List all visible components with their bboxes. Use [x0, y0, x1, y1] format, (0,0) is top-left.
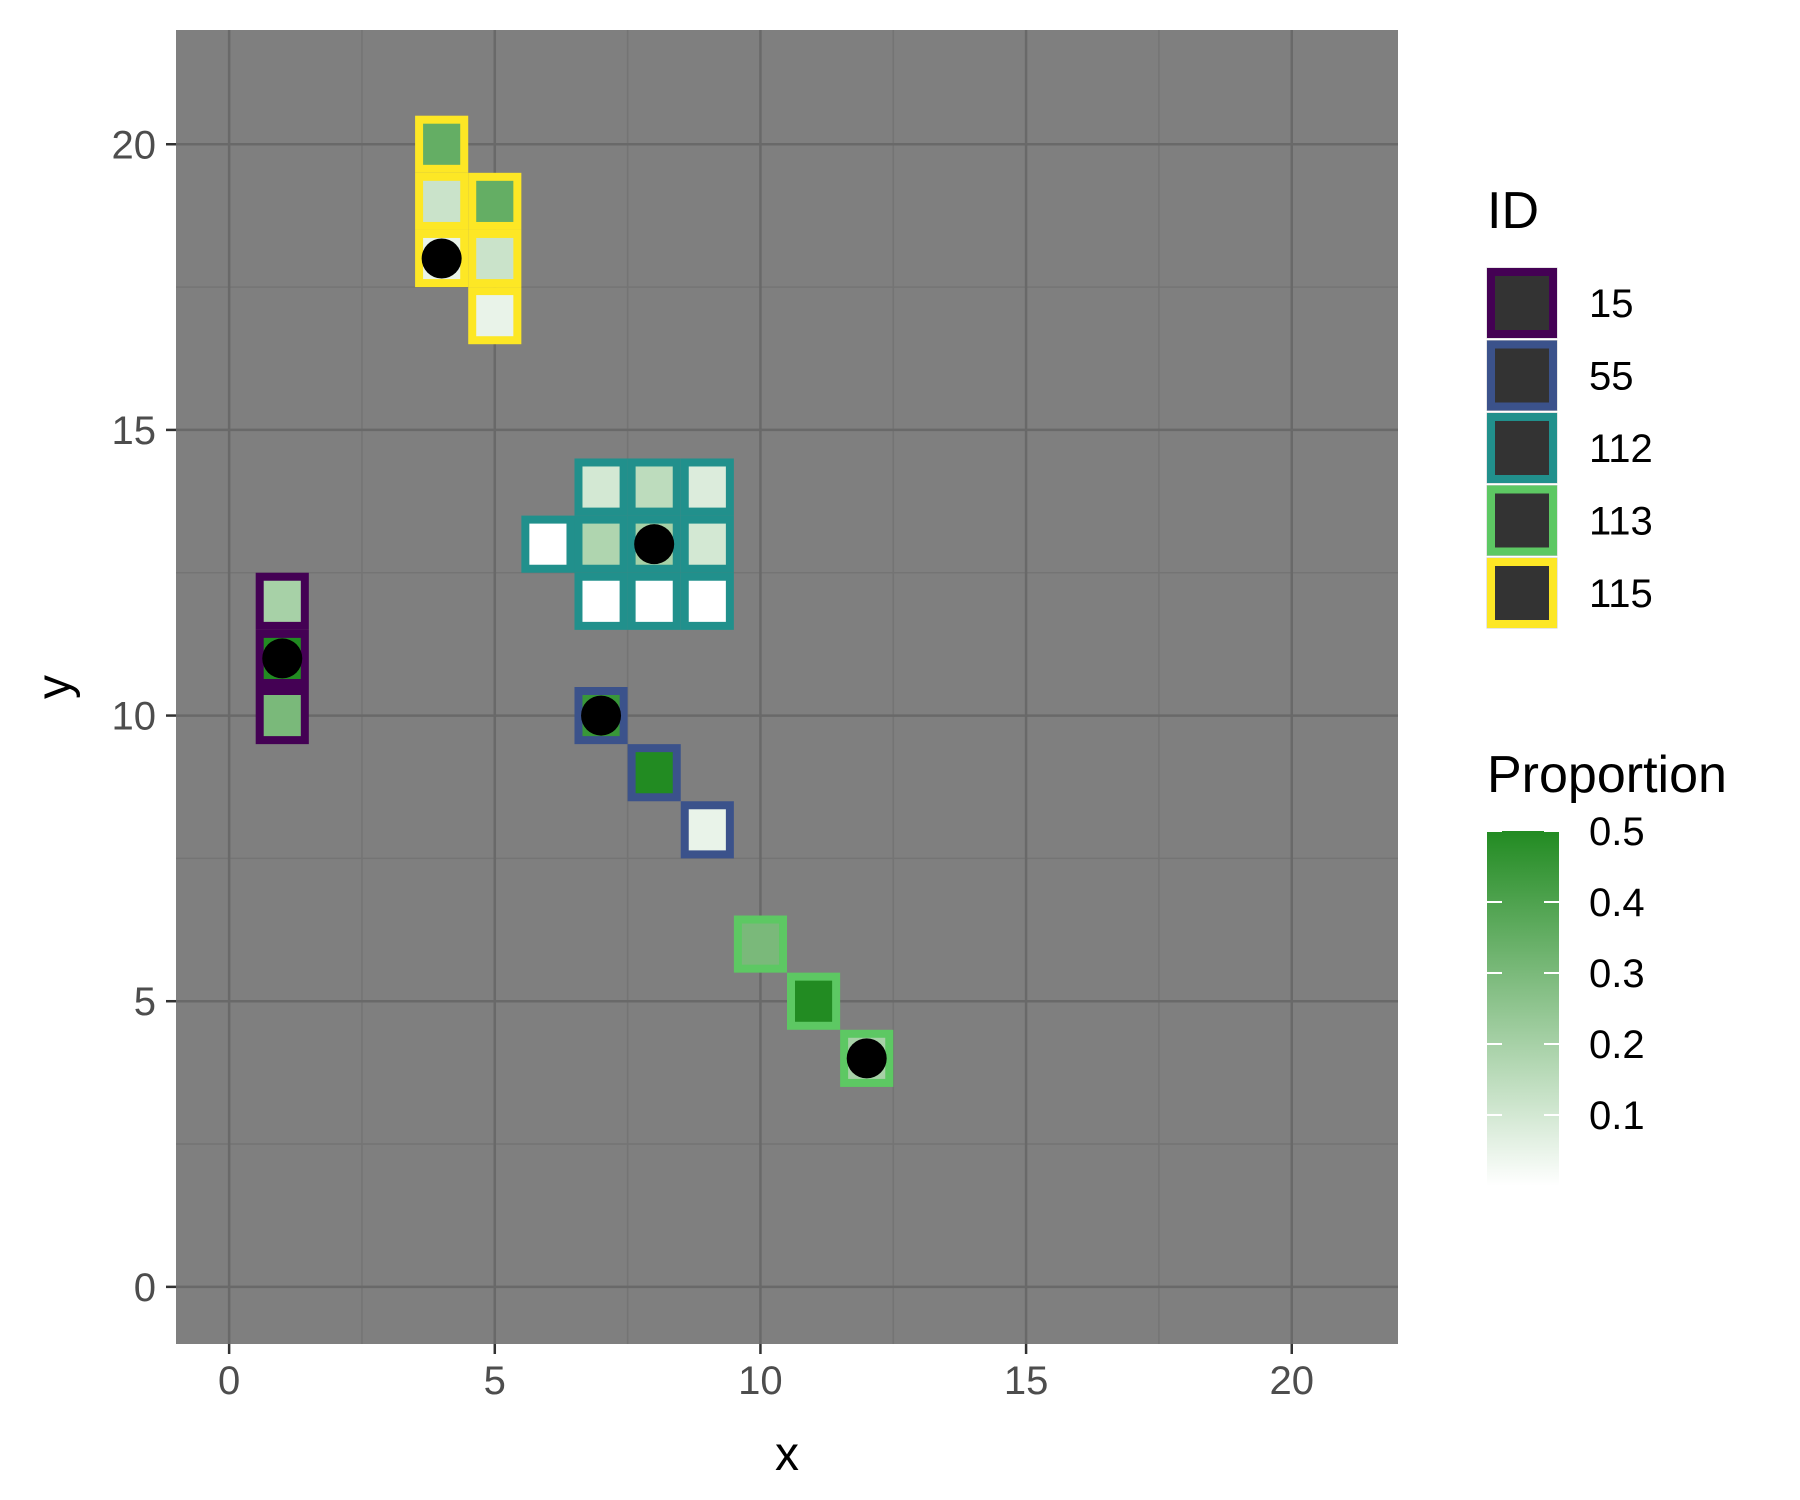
- cell: [255, 572, 309, 630]
- x-tick-label: 5: [484, 1359, 506, 1403]
- y-tick-label: 10: [112, 695, 157, 739]
- cell: [574, 515, 628, 573]
- legend-label-15: 15: [1589, 282, 1634, 326]
- legend-proportion-ticks: 0.1 0.2 0.3 0.4 0.5: [1487, 810, 1645, 1138]
- cell: [521, 515, 575, 573]
- colorbar-label: 0.1: [1589, 1094, 1645, 1138]
- y-tick-label: 0: [134, 1266, 156, 1310]
- cell: [680, 572, 734, 630]
- center-points: [262, 238, 887, 1079]
- legend-label-112: 112: [1589, 427, 1653, 471]
- x-tick-label: 0: [218, 1359, 240, 1403]
- x-axis-title: x: [775, 1428, 799, 1481]
- center-point-112: [634, 524, 675, 565]
- group-112: [521, 458, 734, 630]
- legend-id-title: ID: [1487, 182, 1539, 240]
- axes: 0 5 10 15 20 0 5 10 15 20: [112, 123, 1314, 1403]
- colorbar-label: 0.5: [1589, 810, 1645, 854]
- group-115: [415, 115, 522, 345]
- legend-proportion-title: Proportion: [1487, 746, 1727, 804]
- legend-label-115: 115: [1589, 572, 1653, 616]
- cell: [680, 801, 734, 859]
- cell: [574, 572, 628, 630]
- group-113: [733, 915, 894, 1087]
- cell: [255, 687, 309, 745]
- cell: [733, 915, 788, 973]
- y-axis-title: y: [28, 675, 81, 699]
- center-point-55: [581, 695, 622, 736]
- legend-colorbar: [1487, 831, 1559, 1186]
- y-tick-label: 20: [112, 123, 157, 167]
- plot-panel: [176, 30, 1398, 1344]
- legend-label-55: 55: [1589, 355, 1634, 399]
- cell: [468, 229, 522, 288]
- center-point-113: [846, 1038, 887, 1079]
- cell: [574, 458, 628, 516]
- colorbar-label: 0.3: [1589, 952, 1645, 996]
- grid-lines: [176, 30, 1398, 1344]
- legend-proportion: Proportion 0.1 0.2 0.3 0.4 0.5: [1487, 746, 1727, 1186]
- legend-id: ID 15 55 112 113 115: [1486, 182, 1653, 629]
- cell: [415, 172, 469, 230]
- legend-key-112: [1487, 413, 1557, 483]
- legend-key-55: [1487, 340, 1557, 411]
- cell: [468, 287, 522, 345]
- cell: [787, 972, 841, 1030]
- colorbar-label: 0.2: [1589, 1023, 1645, 1067]
- x-tick-label: 10: [738, 1359, 783, 1403]
- y-tick-label: 5: [134, 980, 156, 1024]
- legend-key-15: [1487, 268, 1557, 338]
- legend-id-keys: 15 55 112 113 115: [1486, 267, 1653, 629]
- cell: [415, 115, 469, 173]
- colorbar-label: 0.4: [1589, 881, 1645, 925]
- cell: [680, 515, 734, 573]
- x-tick-label: 20: [1269, 1359, 1314, 1403]
- center-point-15: [262, 638, 303, 679]
- x-tick-label: 15: [1004, 1359, 1049, 1403]
- cell: [627, 572, 681, 630]
- legend-key-113: [1487, 485, 1557, 556]
- legend-label-113: 113: [1589, 500, 1653, 544]
- cell: [680, 458, 734, 516]
- y-tick-label: 15: [112, 409, 157, 453]
- legend-key-115: [1487, 558, 1557, 628]
- center-point-115: [421, 238, 462, 279]
- cell: [627, 458, 681, 516]
- cell: [468, 172, 522, 230]
- cell: [627, 744, 681, 802]
